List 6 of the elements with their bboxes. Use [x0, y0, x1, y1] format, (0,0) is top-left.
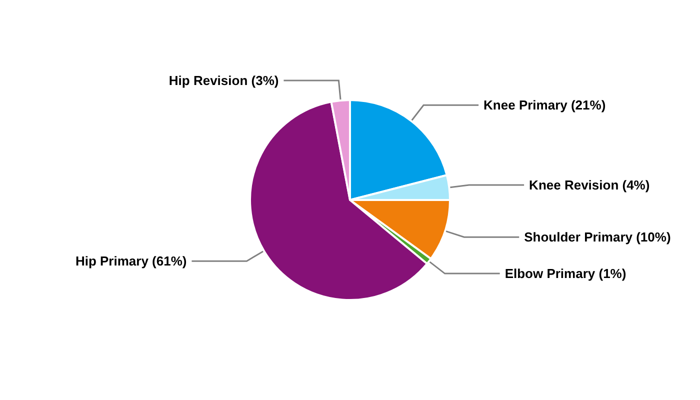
slice-label: Elbow Primary (1%): [504, 266, 626, 282]
slice-label: Hip Revision (3%): [168, 73, 279, 88]
slice-label: Knee Revision (4%): [529, 177, 650, 192]
slice-label: Shoulder Primary (10%): [524, 230, 671, 245]
slice-label: Knee Primary (21%): [484, 98, 606, 113]
slice-label: Hip Primary (61%): [75, 254, 187, 269]
